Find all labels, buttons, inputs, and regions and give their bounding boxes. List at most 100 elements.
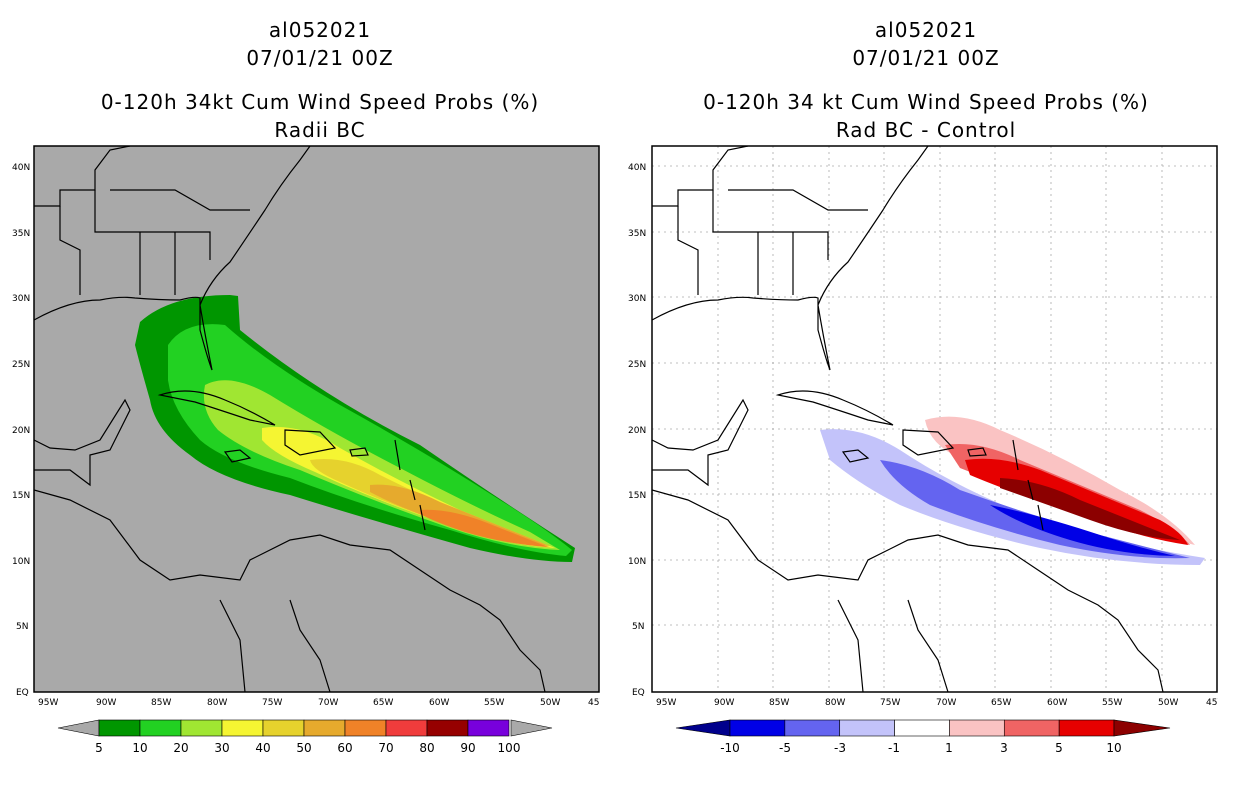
left-lon-label: 85W — [151, 698, 171, 708]
left-lon-label: 95W — [38, 698, 58, 708]
left-title-variant: Radii BC — [274, 118, 366, 142]
left-lat-label: 35N — [12, 229, 30, 239]
right-colorbar-cell — [1058, 719, 1115, 737]
left-lon-label: 70W — [318, 698, 338, 708]
right-lon-label: 55W — [1102, 698, 1122, 708]
right-colorbar-cell — [949, 719, 1005, 737]
right-colorbar-cell — [1003, 719, 1060, 737]
right-lon-label: 85W — [769, 698, 789, 708]
left-lon-label: 45W — [588, 698, 600, 708]
left-colorbar-label: 5 — [95, 741, 103, 755]
left-colorbar-label: 80 — [419, 741, 434, 755]
right-colorbar: -10 -5 -3 -1 1 3 5 10 — [675, 719, 1171, 755]
diff-band-neg-3 — [880, 460, 1190, 559]
diff-band-neg-5 — [990, 505, 1175, 556]
left-coastlines — [34, 146, 546, 692]
right-lat-label: 40N — [628, 163, 646, 173]
left-colorbar-cell — [344, 719, 387, 737]
left-colorbar-cell — [221, 719, 264, 737]
left-colorbar-cell — [262, 719, 305, 737]
left-lat-label: 5N — [16, 622, 28, 632]
right-lat-label: 20N — [628, 426, 646, 436]
prob-band-60 — [420, 509, 548, 547]
left-colorbar-cell — [303, 719, 346, 737]
right-lon-label: 90W — [714, 698, 734, 708]
left-colorbar-label: 90 — [460, 741, 475, 755]
right-lon-label: 95W — [656, 698, 676, 708]
right-colorbar-label: 10 — [1106, 741, 1121, 755]
left-lat-label: 10N — [12, 557, 30, 567]
left-colorbar-label: 70 — [378, 741, 393, 755]
right-lon-label: 50W — [1158, 698, 1178, 708]
right-colorbar-label: -5 — [779, 741, 791, 755]
left-colorbar-label: 10 — [132, 741, 147, 755]
left-colorbar: 5 10 20 30 40 50 60 70 80 90 100 — [57, 719, 553, 755]
left-lon-label: 50W — [540, 698, 560, 708]
right-lon-label: 45W — [1206, 698, 1218, 708]
left-colorbar-label: 60 — [337, 741, 352, 755]
right-colorbar-cell — [784, 719, 841, 737]
right-lat-label: 35N — [628, 229, 646, 239]
right-lon-label: 70W — [936, 698, 956, 708]
left-lat-label: 15N — [12, 491, 30, 501]
left-colorbar-cell — [467, 719, 510, 737]
right-title-product: 0-120h 34 kt Cum Wind Speed Probs (%) — [703, 90, 1149, 114]
prob-band-10 — [168, 324, 572, 556]
right-lat-label: 30N — [628, 294, 646, 304]
left-colorbar-high-arrow — [510, 719, 553, 737]
left-colorbar-low-arrow — [57, 719, 100, 737]
right-lat-label: 5N — [632, 622, 644, 632]
right-colorbar-label: -3 — [834, 741, 846, 755]
left-probability-map: 40N 35N 30N 25N 20N 15N 10N 5N EQ 95W 90… — [12, 145, 600, 708]
left-lat-label: 40N — [12, 163, 30, 173]
right-colorbar-label: 1 — [945, 741, 953, 755]
left-lat-label: 20N — [12, 426, 30, 436]
left-colorbar-cell — [180, 719, 223, 737]
left-lat-label: EQ — [16, 688, 29, 698]
right-title-date: 07/01/21 00Z — [852, 46, 1000, 70]
right-lon-label: 75W — [880, 698, 900, 708]
right-lat-label: 25N — [628, 360, 646, 370]
left-lat-label: 30N — [12, 294, 30, 304]
left-colorbar-label: 50 — [296, 741, 311, 755]
left-lon-label: 90W — [96, 698, 116, 708]
left-lon-label: 60W — [429, 698, 449, 708]
left-lon-label: 65W — [373, 698, 393, 708]
left-colorbar-cell — [426, 719, 469, 737]
left-colorbar-label: 30 — [214, 741, 229, 755]
right-colorbar-cell — [729, 719, 786, 737]
right-colorbar-label: 3 — [1000, 741, 1008, 755]
right-title-storm: al052021 — [874, 18, 978, 42]
left-lat-label: 25N — [12, 360, 30, 370]
left-title-product: 0-120h 34kt Cum Wind Speed Probs (%) — [100, 90, 540, 114]
right-lat-label: 15N — [628, 491, 646, 501]
left-colorbar-label: 100 — [498, 741, 521, 755]
right-colorbar-cell — [839, 719, 895, 737]
left-title-storm: al052021 — [268, 18, 372, 42]
right-colorbar-label: 5 — [1055, 741, 1063, 755]
right-lat-label: 10N — [628, 557, 646, 567]
left-colorbar-label: 20 — [173, 741, 188, 755]
left-title-date: 07/01/21 00Z — [246, 46, 394, 70]
right-title-variant: Rad BC - Control — [835, 118, 1017, 142]
right-colorbar-low-arrow — [675, 719, 731, 737]
diff-band-neg-1 — [820, 429, 1205, 565]
left-colorbar-label: 40 — [255, 741, 270, 755]
left-lon-label: 75W — [262, 698, 282, 708]
left-lon-label: 55W — [484, 698, 504, 708]
left-lon-label: 80W — [207, 698, 227, 708]
prob-band-20 — [203, 380, 561, 550]
right-difference-map: 40N 35N 30N 25N 20N 15N 10N 5N EQ 95W 90… — [628, 145, 1218, 708]
left-colorbar-cell — [98, 719, 141, 737]
right-colorbar-label: -10 — [720, 741, 740, 755]
right-lon-label: 80W — [825, 698, 845, 708]
left-colorbar-cell — [139, 719, 182, 737]
right-lon-label: 65W — [991, 698, 1011, 708]
right-colorbar-high-arrow — [1113, 719, 1171, 737]
right-lon-label: 60W — [1047, 698, 1067, 708]
right-coastlines — [652, 146, 1164, 692]
diff-band-pos-10 — [1000, 478, 1180, 540]
right-colorbar-cell — [894, 719, 950, 737]
right-lat-label: EQ — [632, 688, 645, 698]
right-colorbar-label: -1 — [888, 741, 900, 755]
